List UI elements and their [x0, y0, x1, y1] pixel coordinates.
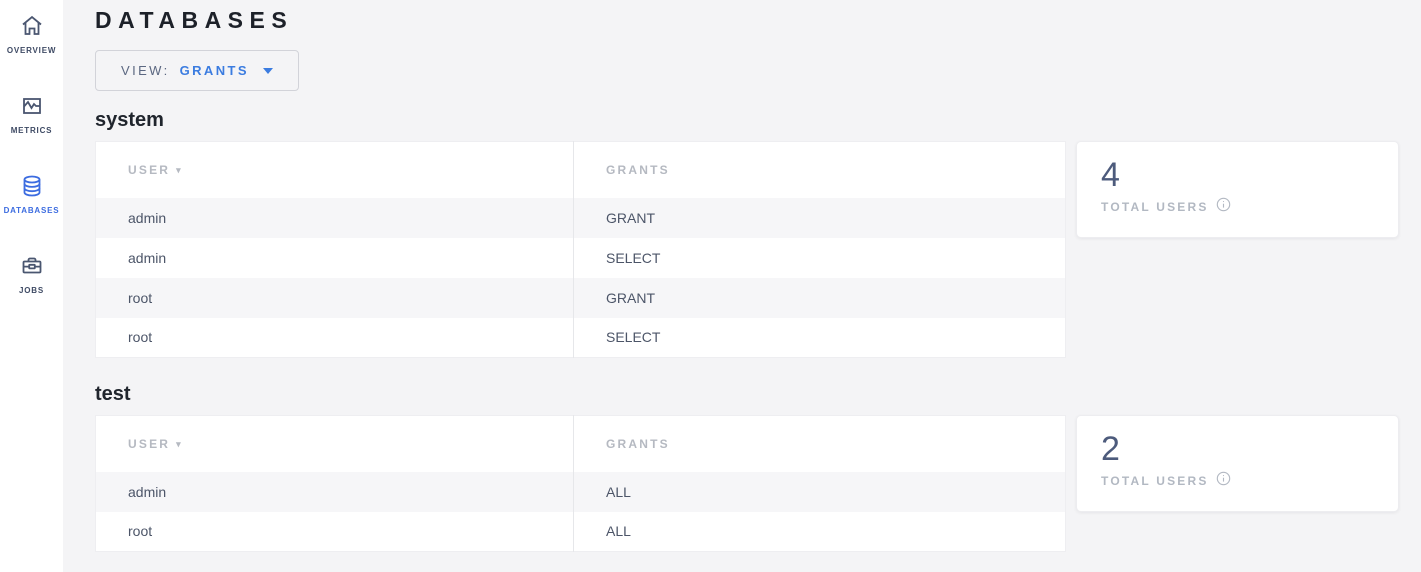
- chevron-down-icon: [262, 67, 273, 74]
- briefcase-icon: [19, 253, 45, 279]
- sidebar-item-label: DATABASES: [3, 206, 60, 215]
- sidebar-item-databases[interactable]: DATABASES: [0, 173, 63, 215]
- grants-cell: GRANT: [573, 277, 1066, 318]
- column-header-grants[interactable]: GRANTS: [573, 415, 1066, 472]
- user-cell: root: [128, 289, 153, 306]
- total-users-card-test: 2 TOTAL USERS: [1076, 415, 1399, 512]
- grants-cell: GRANT: [573, 197, 1066, 238]
- sidebar-item-jobs[interactable]: JOBS: [0, 253, 63, 295]
- total-users-label: TOTAL USERS: [1101, 200, 1209, 215]
- total-users-value: 2: [1101, 430, 1120, 468]
- column-header-grants[interactable]: GRANTS: [573, 141, 1066, 198]
- user-cell: admin: [128, 209, 167, 226]
- info-circle-icon[interactable]: [1216, 471, 1231, 491]
- table-row: admin ALL: [95, 471, 1066, 512]
- view-dropdown-value: GRANTS: [179, 63, 249, 78]
- sidebar-item-label: OVERVIEW: [6, 46, 57, 55]
- database-section-title-test: test: [95, 383, 131, 405]
- view-dropdown-label: VIEW:: [121, 63, 170, 78]
- view-dropdown[interactable]: VIEW: GRANTS: [95, 50, 299, 91]
- sidebar-item-metrics[interactable]: METRICS: [0, 93, 63, 135]
- metrics-icon: [19, 93, 45, 119]
- table-row: root ALL: [95, 511, 1066, 552]
- table-row: root SELECT: [95, 317, 1066, 358]
- database-section-test: USER ▾ GRANTS admin ALL root ALL: [95, 415, 1421, 552]
- column-header-user[interactable]: USER ▾: [95, 141, 574, 198]
- user-cell: root: [128, 329, 153, 346]
- total-users-value: 4: [1101, 156, 1120, 194]
- user-cell: admin: [128, 249, 167, 266]
- database-icon: [19, 173, 45, 199]
- sort-caret-icon: ▾: [176, 438, 183, 449]
- user-cell: root: [128, 523, 153, 540]
- grants-table-system: USER ▾ GRANTS admin GRANT admin SELECT: [95, 141, 1066, 358]
- sidebar-item-label: METRICS: [10, 126, 53, 135]
- grants-cell: SELECT: [573, 237, 1066, 278]
- database-section-system: USER ▾ GRANTS admin GRANT admin SELECT: [95, 141, 1421, 358]
- table-row: admin SELECT: [95, 237, 1066, 278]
- table-row: root GRANT: [95, 277, 1066, 318]
- sidebar: OVERVIEW METRICS DATABASES: [0, 0, 63, 572]
- table-header-row: USER ▾ GRANTS: [95, 141, 1066, 198]
- table-row: admin GRANT: [95, 197, 1066, 238]
- page-title: DATABASES: [95, 7, 294, 33]
- total-users-label: TOTAL USERS: [1101, 474, 1209, 489]
- sidebar-item-overview[interactable]: OVERVIEW: [0, 13, 63, 55]
- table-header-row: USER ▾ GRANTS: [95, 415, 1066, 472]
- grants-cell: ALL: [573, 471, 1066, 512]
- sort-caret-icon: ▾: [176, 164, 183, 175]
- column-header-user[interactable]: USER ▾: [95, 415, 574, 472]
- grants-cell: SELECT: [573, 317, 1066, 358]
- grants-cell: ALL: [573, 511, 1066, 552]
- home-icon: [19, 13, 45, 39]
- total-users-card-system: 4 TOTAL USERS: [1076, 141, 1399, 238]
- info-circle-icon[interactable]: [1216, 197, 1231, 217]
- sidebar-item-label: JOBS: [19, 286, 44, 295]
- database-section-title-system: system: [95, 109, 164, 131]
- user-cell: admin: [128, 483, 167, 500]
- main-content: DATABASES VIEW: GRANTS system USER ▾ GRAN…: [63, 0, 1421, 572]
- grants-table-test: USER ▾ GRANTS admin ALL root ALL: [95, 415, 1066, 552]
